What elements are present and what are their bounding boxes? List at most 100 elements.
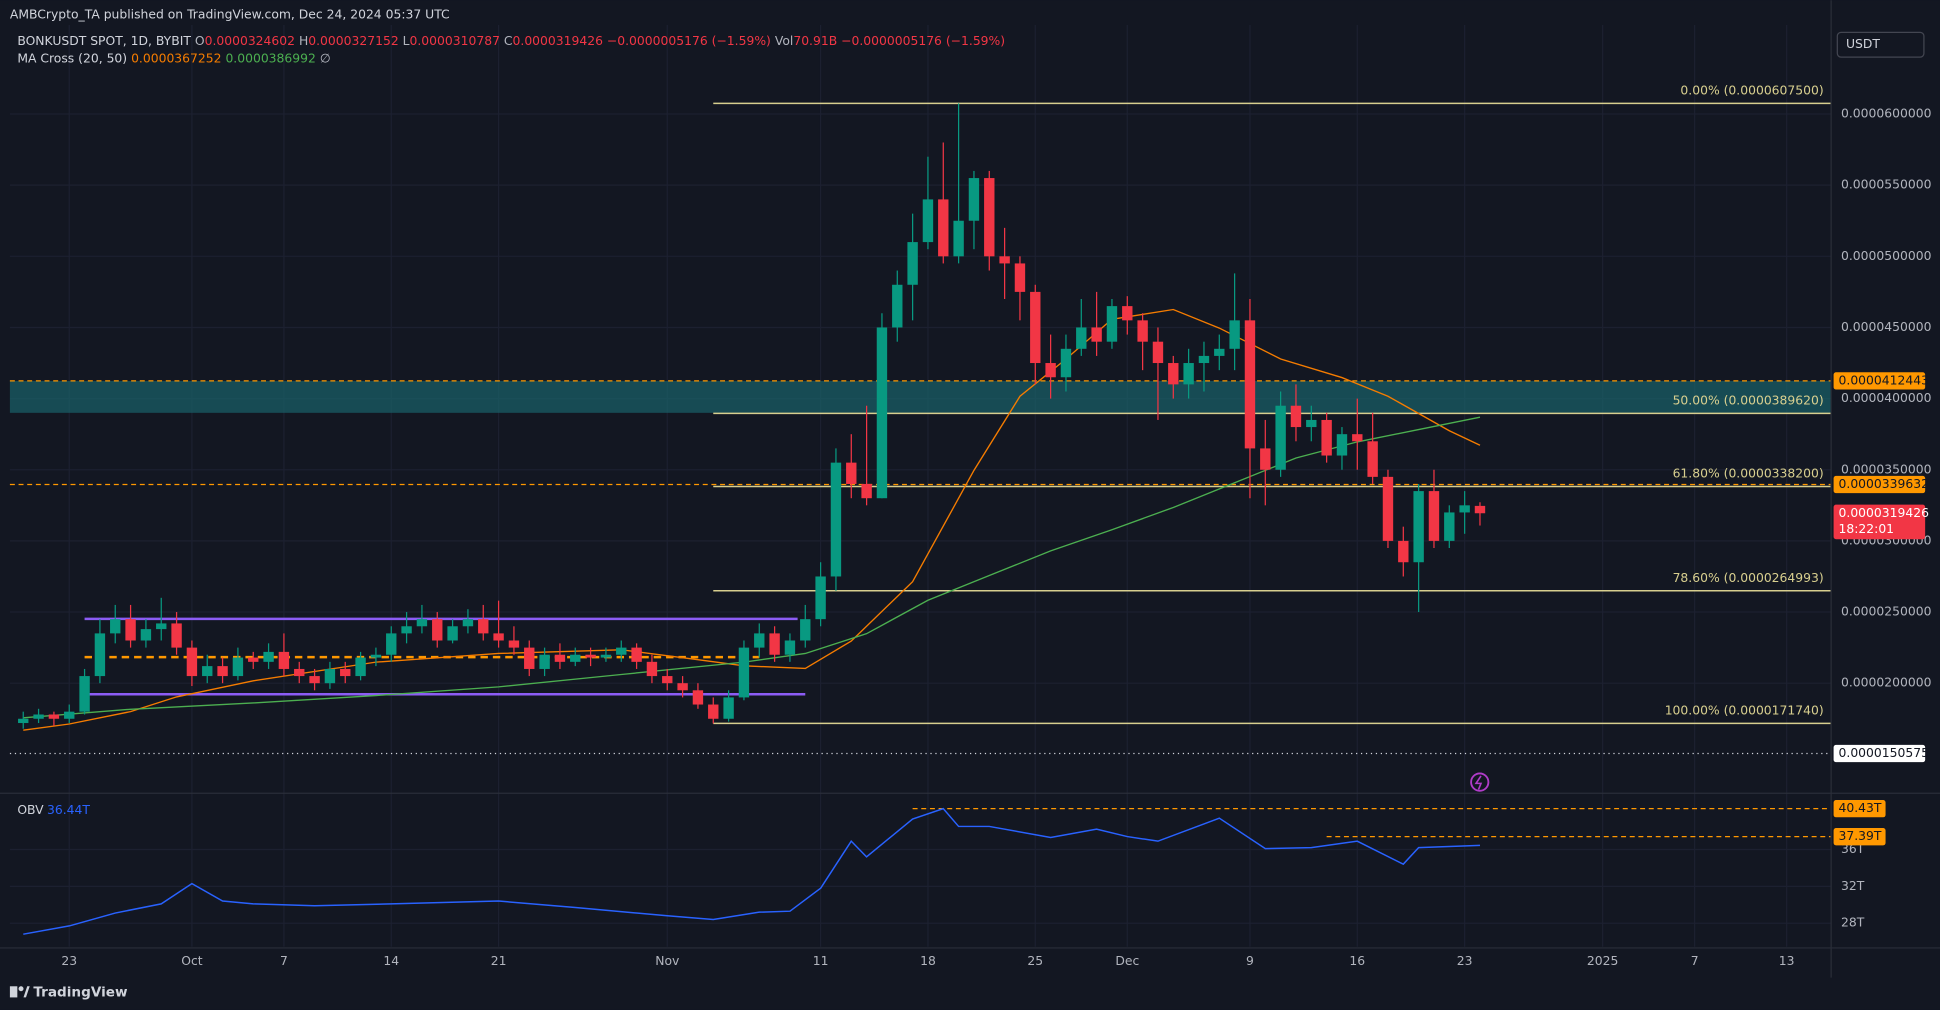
currency-button[interactable] [1836,31,1925,58]
value: 0.0000319426 [513,34,604,48]
symbol: BONKUSDT SPOT, 1D, BYBIT [17,34,191,48]
candle-body [922,199,934,243]
price-badge-bg [1833,372,1926,390]
key: H [299,34,308,48]
candle-body [1122,306,1133,321]
indicator-legend: MA Cross (20, 50) 0.0000367252 0.0000386… [17,51,330,65]
x-tick-label: 9 [1246,954,1254,968]
x-tick-label: 18 [920,954,936,968]
value: 0.0000327152 [308,34,398,48]
candle-body [171,623,182,648]
candle-body [999,256,1010,264]
candle-body [830,462,842,577]
volume: 70.91B [793,34,837,48]
key: L [403,34,410,48]
candle-body [1091,327,1102,342]
x-tick-label: 11 [813,954,829,968]
candle-body [1336,434,1348,456]
event-icon[interactable] [1470,772,1490,792]
x-tick-label: 21 [491,954,507,968]
candle-body [677,683,688,691]
candle-body [815,576,826,620]
low-badge-bg [1833,744,1926,763]
candle-body [370,654,382,658]
candle-body [125,619,136,641]
currency-label[interactable]: USDT [1846,37,1880,51]
candle-body [631,647,642,662]
candle-body [110,619,121,634]
candle-body [1183,363,1194,385]
candle-body [984,178,995,257]
candle-body [294,668,305,677]
fib-label: 78.60% (0.0000264993) [1673,571,1824,585]
fib-label: 61.80% (0.0000338200) [1673,467,1824,481]
candle-body [447,626,458,641]
zone [9,380,1832,413]
x-tick-label: Nov [655,954,679,968]
y-tick-label: 0.0000250000 [1841,605,1932,619]
price-badge: 0.0000339632 [1839,477,1929,491]
candle-body [876,327,888,499]
candle-body [539,654,550,669]
y-tick-label: 0.0000600000 [1841,107,1932,121]
countdown: 18:22:01 [1839,522,1895,536]
footer-brand: TradingView [33,984,128,1000]
candle-body [708,704,719,719]
value: 0.0000386992 [225,51,315,65]
candle-body [723,697,734,719]
candle-body [892,284,903,328]
candle-body [432,619,443,641]
candle-body [202,666,213,677]
candle-body [692,690,704,705]
candle-body [938,199,949,257]
candle-body [1030,291,1041,364]
candle-body [754,633,765,648]
candle-body [1459,505,1470,513]
candle-body [524,647,535,669]
candle-body [800,619,811,641]
candle-body [968,178,980,221]
candle-body [570,654,581,662]
candle-body [1106,306,1118,342]
candle-body [156,623,167,630]
candle-body [1076,327,1087,349]
key: C [504,34,513,48]
candle-body [1260,448,1271,470]
candle-body [769,633,780,655]
candle-body [1060,348,1072,378]
candle-body [616,647,627,655]
candle-body [861,483,872,499]
last-price: 0.0000319426 [1839,506,1930,520]
candle-body [1244,320,1256,449]
candle-body [1045,363,1056,378]
value: 0.0000367252 [131,51,221,65]
candle-body [278,651,290,669]
y-tick-label: 0.0000500000 [1841,249,1932,263]
logo [23,986,30,998]
candle-body [33,714,44,719]
candle-body [1428,491,1440,541]
candle-body [232,657,244,677]
candle-body [738,647,750,698]
candle-body [386,633,397,655]
candle-body [662,676,673,684]
candle-body [309,676,320,684]
logo [9,986,18,998]
candle-body [478,619,489,634]
logo [18,986,24,992]
price-badge: 0.0000412443 [1839,373,1929,387]
fib-label: 0.00% (0.0000607500) [1680,83,1823,97]
level-badge: 40.43T [1839,801,1882,815]
candle-body [585,654,596,658]
candle-body [1214,348,1225,356]
candle-body [1275,405,1286,470]
y-tick-label: 0.0000200000 [1841,676,1932,690]
y-tick-label: 0.0000550000 [1841,178,1932,192]
y-tick-label: 32T [1841,879,1865,893]
candle-body [1014,263,1026,292]
candle-body [646,661,658,677]
price-badge-bg [1833,475,1926,494]
candle-body [263,651,274,662]
candle-body [94,633,106,677]
